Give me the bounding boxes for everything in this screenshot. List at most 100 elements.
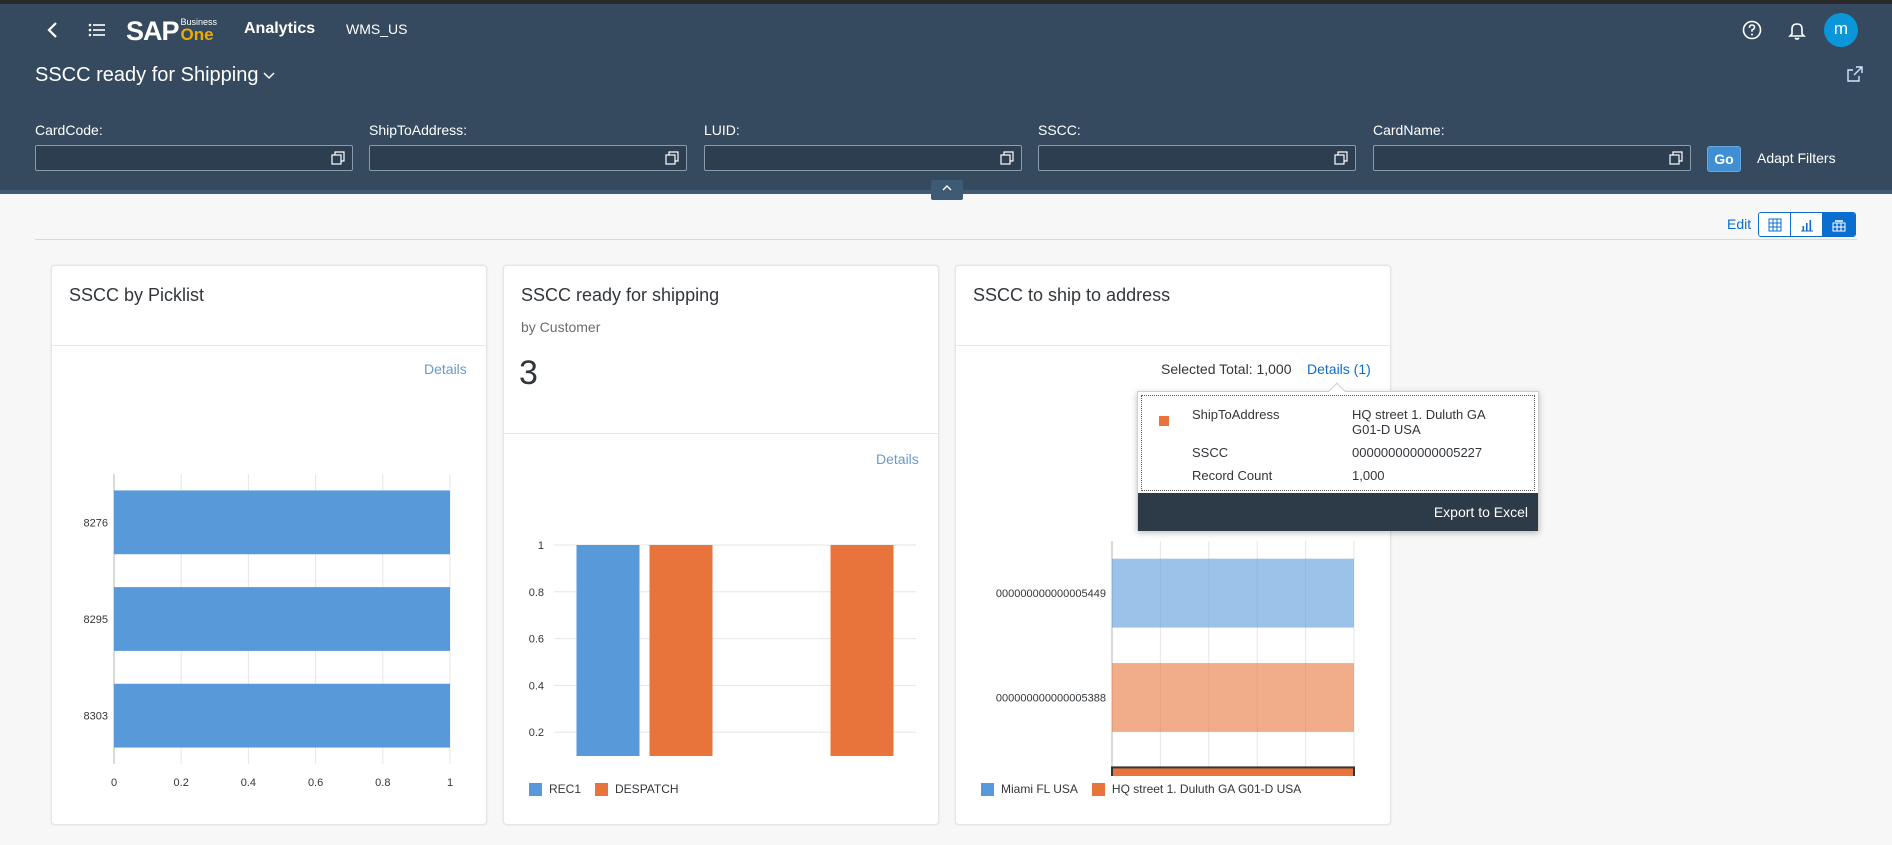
details-link[interactable]: Details (424, 361, 467, 377)
legend-label[interactable]: Miami FL USA (1001, 782, 1078, 796)
legend-label[interactable]: REC1 (549, 782, 582, 796)
customer-column-chart[interactable]: 00.20.40.60.81C10001C10006 (504, 486, 938, 756)
column-bar[interactable] (830, 545, 894, 756)
bar[interactable] (114, 683, 450, 748)
picklist-bar-chart[interactable]: 0 0.2 0.4 0.6 0.8 1 8276 8295 8303 (52, 406, 486, 796)
cardname-input[interactable] (1374, 146, 1690, 170)
bar[interactable] (114, 587, 450, 651)
bar-chart-icon (1800, 219, 1813, 231)
go-button[interactable]: Go (1707, 146, 1741, 172)
filter-sscc: SSCC: (1038, 122, 1356, 171)
sscc-field[interactable] (1038, 145, 1356, 171)
filter-shiptoaddress: ShipToAddress: (369, 122, 687, 171)
legend-label[interactable]: HQ street 1. Duluth GA G01-D USA (1111, 782, 1302, 796)
bar[interactable] (114, 490, 450, 555)
cardname-field[interactable] (1373, 145, 1691, 171)
popover-key: ShipToAddress (1192, 407, 1280, 422)
luid-field[interactable] (704, 145, 1022, 171)
menu-icon[interactable] (85, 18, 109, 42)
popover-value: 1,000 (1352, 468, 1385, 483)
cardcode-input[interactable] (36, 146, 352, 170)
collapse-header-button[interactable] (931, 180, 963, 200)
card-divider (956, 345, 1390, 346)
column-bar[interactable] (649, 545, 713, 756)
chart-table-icon (1832, 219, 1846, 231)
legend-swatch (595, 782, 609, 796)
value-help-icon[interactable] (331, 151, 345, 165)
y-tick-label: 000000000000005388 (996, 693, 1106, 705)
filter-cardcode: CardCode: (35, 122, 353, 171)
y-tick-label: 000000000000005449 (996, 588, 1106, 600)
chart-table-view-button[interactable] (1823, 213, 1855, 236)
kpi-value: 3 (519, 354, 538, 392)
x-tick-label: 0.8 (375, 777, 390, 789)
bar[interactable] (1111, 766, 1355, 776)
selected-total: Selected Total: 1,000 (1161, 361, 1292, 377)
details-link[interactable]: Details (876, 451, 919, 467)
address-bar-chart[interactable]: 00.20.40.60.8100000000000000544900000000… (956, 396, 1390, 776)
shiptoaddress-input[interactable] (370, 146, 686, 170)
table-view-button[interactable] (1759, 213, 1791, 236)
column-bar[interactable] (576, 545, 640, 756)
page-header: SSCC ready for Shipping CardCode: ShipTo… (0, 52, 1892, 194)
y-tick-label: 0.8 (529, 587, 544, 599)
card-divider (52, 345, 486, 346)
y-tick-label: 8276 (84, 517, 108, 529)
view-switch (1758, 212, 1856, 237)
bar[interactable] (1112, 663, 1354, 732)
shiptoaddress-field[interactable] (369, 145, 687, 171)
cardcode-field[interactable] (35, 145, 353, 171)
sap-logo[interactable]: SAP Business One (126, 16, 218, 46)
popover-content: ShipToAddress HQ street 1. Duluth GA G01… (1141, 395, 1535, 491)
popover-value: 000000000000005227 (1352, 445, 1483, 460)
chevron-down-icon[interactable] (262, 68, 276, 85)
share-icon[interactable] (1845, 64, 1865, 84)
y-tick-label: 1 (538, 540, 544, 552)
help-icon[interactable] (1740, 18, 1764, 42)
x-tick-label: 0 (111, 777, 117, 789)
value-help-icon[interactable] (1334, 151, 1348, 165)
value-help-icon[interactable] (665, 151, 679, 165)
sscc-input[interactable] (1039, 146, 1355, 170)
back-icon[interactable] (41, 18, 65, 42)
app-title: Analytics (244, 20, 316, 37)
chart-legend: Miami FL USA HQ street 1. Duluth GA G01-… (981, 782, 1315, 796)
luid-input[interactable] (705, 146, 1021, 170)
y-tick-label: 0.2 (529, 727, 544, 739)
notification-bell-icon[interactable] (1785, 18, 1809, 42)
filter-luid: LUID: (704, 122, 1022, 171)
bar[interactable] (1112, 558, 1354, 628)
company-name: WMS_US (346, 21, 408, 37)
card-title[interactable]: SSCC to ship to address (973, 285, 1171, 305)
popover-footer: Export to Excel (1138, 493, 1538, 531)
card-title[interactable]: SSCC by Picklist (69, 285, 205, 305)
chevron-up-icon (942, 185, 952, 191)
card-divider (504, 433, 938, 434)
card-sscc-to-ship-to-address: SSCC to ship to address Selected Total: … (955, 265, 1391, 825)
shell-bar: SAP Business One Analytics WMS_US m (0, 0, 1892, 52)
adapt-filters-button[interactable]: Adapt Filters (1757, 150, 1836, 166)
y-tick-label: 8295 (84, 614, 108, 626)
legend-swatch (981, 782, 994, 796)
card-title[interactable]: SSCC ready for shipping (521, 285, 720, 305)
user-avatar[interactable]: m (1824, 13, 1858, 47)
chart-legend: REC1 DESPATCH (529, 782, 693, 796)
page-title[interactable]: SSCC ready for Shipping (35, 64, 259, 86)
value-help-icon[interactable] (1669, 151, 1683, 165)
filter-label: ShipToAddress: (369, 122, 468, 138)
filter-cardname: CardName: (1373, 122, 1691, 171)
filter-label: LUID: (704, 122, 740, 138)
legend-swatch (1091, 782, 1105, 796)
legend-swatch (529, 782, 542, 796)
y-tick-label: 0.6 (529, 634, 544, 646)
details-link[interactable]: Details (1) (1307, 361, 1371, 377)
edit-button[interactable]: Edit (1727, 216, 1752, 232)
chart-view-button[interactable] (1791, 213, 1823, 236)
legend-label[interactable]: DESPATCH (615, 782, 679, 796)
series-marker (1159, 416, 1169, 426)
export-to-excel-button[interactable]: Export to Excel (1433, 504, 1528, 520)
popover-key: SSCC (1192, 445, 1229, 460)
x-tick-label: 0.4 (241, 777, 256, 789)
value-help-icon[interactable] (1000, 151, 1014, 165)
details-popover: ShipToAddress HQ street 1. Duluth GA G01… (1137, 382, 1539, 531)
